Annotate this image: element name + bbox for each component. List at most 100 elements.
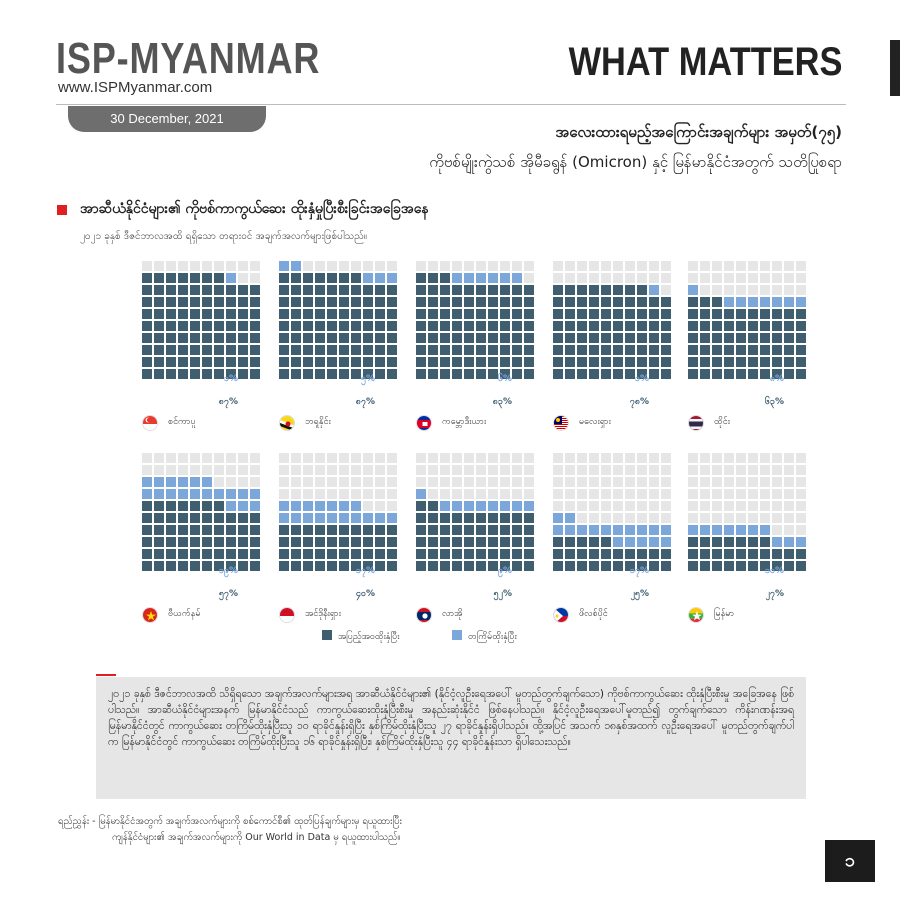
waffle-cell-empty xyxy=(315,453,325,463)
waffle-cell-empty xyxy=(327,477,337,487)
waffle-cell-full xyxy=(601,357,611,367)
waffle-cell-full xyxy=(772,549,782,559)
waffle-cell-full xyxy=(736,537,746,547)
waffle-cell-full xyxy=(700,321,710,331)
waffle-cell-empty xyxy=(700,501,710,511)
waffle-cell-full xyxy=(452,369,462,379)
waffle-cell-empty xyxy=(524,489,534,499)
country-name: ထိုင်း xyxy=(714,417,730,427)
waffle-cell-empty xyxy=(772,477,782,487)
waffle-cell-full xyxy=(688,537,698,547)
waffle-cell-empty xyxy=(214,477,224,487)
waffle-cell-full xyxy=(315,525,325,535)
waffle-cell-full xyxy=(315,537,325,547)
waffle-cell-empty xyxy=(736,489,746,499)
waffle-cell-full xyxy=(178,537,188,547)
waffle-cell-full xyxy=(452,285,462,295)
waffle-cell-full xyxy=(712,297,722,307)
waffle-cell-empty xyxy=(601,489,611,499)
waffle-cell-full xyxy=(202,333,212,343)
waffle-cell-empty xyxy=(700,285,710,295)
waffle-cell-full xyxy=(250,285,260,295)
waffle-cell-empty xyxy=(760,477,770,487)
waffle-cell-full xyxy=(601,345,611,355)
waffle-cell-empty xyxy=(476,453,486,463)
waffle-cell-full xyxy=(339,273,349,283)
waffle-cell-full xyxy=(440,561,450,571)
waffle-cell-partial xyxy=(476,273,486,283)
waffle-cell-full xyxy=(339,549,349,559)
page-number: ၁ xyxy=(825,840,875,882)
waffle-cell-full xyxy=(553,369,563,379)
waffle-cell-empty xyxy=(796,261,806,271)
waffle-cell-full xyxy=(464,285,474,295)
waffle-cell-empty xyxy=(375,477,385,487)
waffle-cell-empty xyxy=(512,261,522,271)
waffle-cell-full xyxy=(524,513,534,523)
waffle-cell-full xyxy=(464,537,474,547)
waffle-cell-full xyxy=(178,309,188,319)
waffle-cell-empty xyxy=(553,465,563,475)
waffle-cell-empty xyxy=(464,489,474,499)
waffle-cell-full xyxy=(154,345,164,355)
waffle-cell-full xyxy=(784,333,794,343)
waffle-cell-empty xyxy=(724,453,734,463)
waffle-cell-empty xyxy=(637,489,647,499)
waffle-cell-full xyxy=(375,369,385,379)
waffle-cell-empty xyxy=(577,513,587,523)
waffle-cell-empty xyxy=(601,477,611,487)
thailand-flag-icon xyxy=(688,415,704,431)
waffle-cell-full xyxy=(226,285,236,295)
waffle-cell-empty xyxy=(565,453,575,463)
waffle-cell-empty xyxy=(375,489,385,499)
waffle-cell-empty xyxy=(303,261,313,271)
waffle-cell-empty xyxy=(524,465,534,475)
waffle-cell-empty xyxy=(613,477,623,487)
waffle-cell-empty xyxy=(637,465,647,475)
waffle-cell-full xyxy=(440,285,450,295)
waffle-cell-full xyxy=(279,273,289,283)
waffle-cell-full xyxy=(500,321,510,331)
waffle-cell-full xyxy=(327,549,337,559)
waffle-cell-full xyxy=(553,297,563,307)
waffle-cell-full xyxy=(637,333,647,343)
waffle-cell-empty xyxy=(363,489,373,499)
waffle-cell-empty xyxy=(440,477,450,487)
waffle-cell-full xyxy=(440,513,450,523)
waffle-cell-empty xyxy=(238,465,248,475)
waffle-cell-empty xyxy=(375,465,385,475)
full-percent-label: ၄၀% xyxy=(355,589,375,599)
waffle-cell-full xyxy=(748,369,758,379)
waffle-cell-partial xyxy=(688,285,698,295)
waffle-cell-full xyxy=(524,369,534,379)
waffle-cell-full xyxy=(154,285,164,295)
waffle-cell-full xyxy=(440,549,450,559)
waffle-cell-empty xyxy=(279,477,289,487)
waffle-cell-full xyxy=(712,549,722,559)
country-panel: ၁၇% ၂၅% ဖိလစ်ပိုင် xyxy=(553,453,671,625)
waffle-cell-empty xyxy=(760,261,770,271)
waffle-cell-empty xyxy=(375,501,385,511)
waffle-cell-full xyxy=(166,345,176,355)
waffle-cell-empty xyxy=(796,453,806,463)
waffle-cell-full xyxy=(476,357,486,367)
waffle-cell-empty xyxy=(724,465,734,475)
waffle-cell-empty xyxy=(303,489,313,499)
waffle-cell-full xyxy=(553,333,563,343)
waffle-cell-full xyxy=(226,537,236,547)
waffle-cell-full xyxy=(712,333,722,343)
waffle-cell-full xyxy=(700,561,710,571)
waffle-cell-full xyxy=(577,309,587,319)
waffle-cell-full xyxy=(387,357,397,367)
waffle-cell-partial xyxy=(452,273,462,283)
waffle-cell-empty xyxy=(351,465,361,475)
waffle-cell-partial xyxy=(661,525,671,535)
waffle-cell-empty xyxy=(784,489,794,499)
waffle-cell-full xyxy=(688,345,698,355)
waffle-cell-empty xyxy=(784,513,794,523)
country-name: ဖိလစ်ပိုင် xyxy=(579,609,608,619)
waffle-cell-full xyxy=(452,549,462,559)
waffle-cell-full xyxy=(589,297,599,307)
waffle-cell-empty xyxy=(796,465,806,475)
site-url[interactable]: www.ISPMyanmar.com xyxy=(58,79,213,96)
